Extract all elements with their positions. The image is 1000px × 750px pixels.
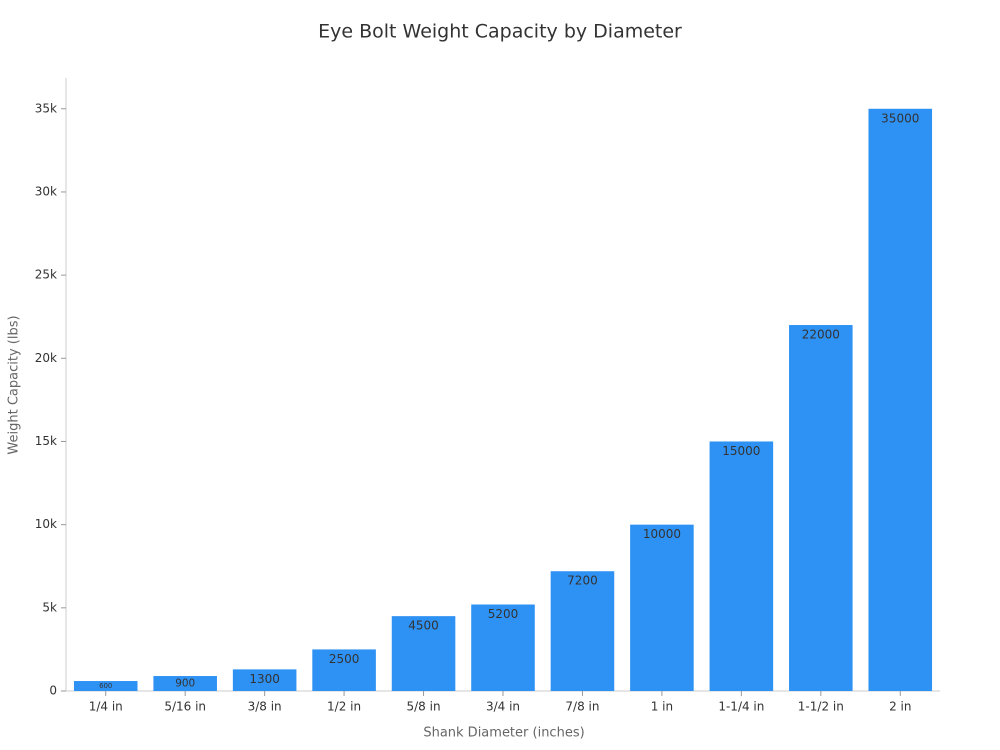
bar: [550, 571, 615, 691]
data-label: 10000: [643, 527, 681, 541]
x-tick-label: 5/8 in: [407, 700, 441, 714]
bar: [312, 649, 376, 691]
y-tick-label: 5k: [42, 600, 57, 614]
x-tick-label: 3/4 in: [486, 700, 520, 714]
y-tick-label: 25k: [35, 268, 57, 282]
data-label: 900: [175, 678, 195, 690]
data-label: 1300: [249, 672, 280, 686]
y-tick-label: 15k: [35, 434, 57, 448]
data-label: 600: [99, 682, 112, 690]
y-tick-label: 35k: [35, 101, 57, 115]
x-tick-label: 3/8 in: [248, 700, 282, 714]
x-tick-label: 1/2 in: [327, 700, 361, 714]
y-tick-label: 20k: [35, 351, 57, 365]
bar: [471, 604, 535, 691]
bar: [232, 669, 297, 691]
y-tick-label: 10k: [35, 517, 57, 531]
y-tick-label: 0: [49, 684, 57, 698]
bar: [630, 524, 694, 691]
chart-title: Eye Bolt Weight Capacity by Diameter: [318, 21, 682, 43]
bar: [153, 676, 217, 691]
x-tick-label: 5/16 in: [164, 700, 206, 714]
y-tick-label: 30k: [35, 184, 57, 198]
x-tick-label: 7/8 in: [565, 700, 599, 714]
data-label: 7200: [567, 574, 598, 588]
data-label: 35000: [881, 111, 919, 125]
x-tick-label: 1/4 in: [89, 700, 123, 714]
x-tick-label: 1-1/4 in: [718, 700, 764, 714]
data-label: 4500: [408, 619, 439, 633]
bar: [73, 681, 138, 691]
data-label: 15000: [722, 444, 760, 458]
data-label: 22000: [802, 328, 840, 342]
x-tick-label: 1 in: [651, 700, 673, 714]
bar: [709, 441, 774, 691]
bar: [391, 616, 456, 691]
y-axis-label: Weight Capacity (lbs): [7, 315, 22, 454]
x-tick-label: 2 in: [889, 700, 911, 714]
x-tick-label: 1-1/2 in: [798, 700, 844, 714]
data-label: 5200: [488, 607, 519, 621]
bar: [868, 108, 933, 691]
x-axis-label: Shank Diameter (inches): [423, 726, 584, 741]
bar: [789, 325, 853, 691]
data-label: 2500: [329, 652, 360, 666]
